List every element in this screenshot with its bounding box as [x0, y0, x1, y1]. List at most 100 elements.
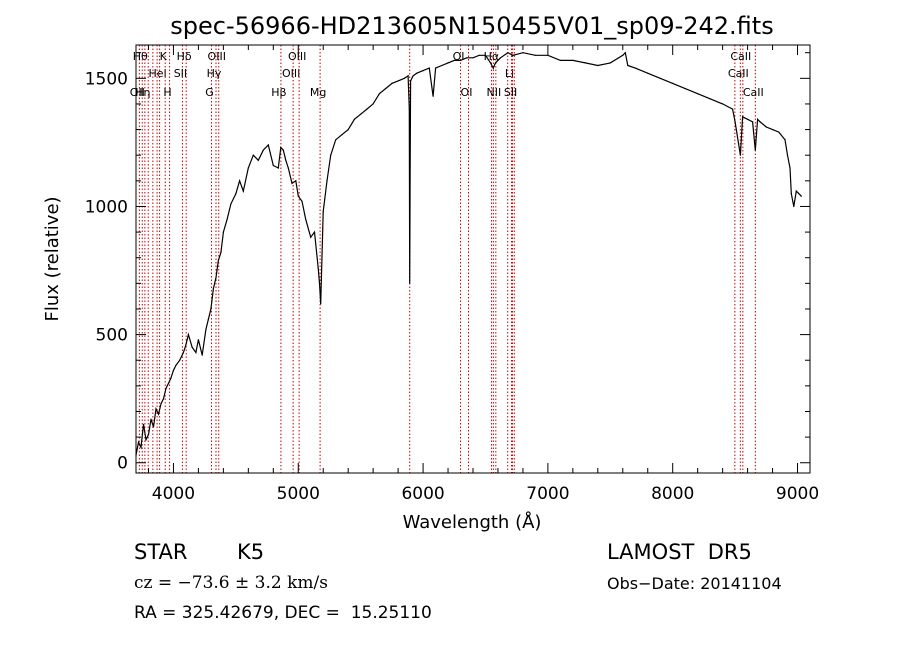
survey-name: LAMOST DR5	[607, 540, 752, 564]
data-point	[147, 434, 150, 436]
data-point	[207, 318, 209, 320]
data-point	[492, 67, 494, 69]
marker-label: OI	[461, 86, 473, 99]
marker-label: G	[205, 86, 214, 99]
data-point	[167, 382, 170, 384]
data-point	[317, 267, 319, 269]
data-point	[489, 62, 492, 64]
data-point	[137, 441, 140, 443]
data-point	[220, 252, 222, 254]
object-class: STAR	[134, 540, 188, 564]
data-point	[747, 118, 749, 120]
data-point	[210, 308, 212, 310]
data-point	[165, 387, 167, 389]
data-point	[793, 205, 795, 208]
data-point	[499, 57, 502, 59]
data-point	[397, 80, 399, 82]
data-point	[272, 164, 274, 167]
data-point	[786, 154, 789, 156]
data-point	[172, 369, 174, 372]
data-point	[280, 146, 282, 149]
data-point	[472, 57, 474, 59]
data-point	[152, 426, 155, 428]
marker-label: OIII	[282, 67, 300, 80]
data-point	[739, 154, 742, 156]
data-point	[301, 200, 303, 202]
data-point	[322, 211, 324, 213]
data-point	[752, 121, 754, 123]
marker-label: NII	[486, 86, 501, 99]
obs-date: Obs−Date: 20141104	[607, 574, 782, 593]
data-point	[790, 193, 792, 195]
data-point	[215, 277, 217, 279]
data-point	[185, 344, 187, 346]
data-point	[795, 190, 797, 192]
data-point	[798, 193, 800, 195]
x-tick-label: 7000	[526, 484, 569, 504]
data-point	[416, 72, 418, 74]
data-point	[484, 54, 487, 56]
data-point	[318, 282, 321, 284]
data-point	[330, 154, 332, 156]
data-point	[494, 62, 497, 64]
y-tick-label: 0	[117, 454, 128, 474]
series-group	[135, 51, 802, 456]
data-point	[282, 149, 284, 151]
data-point	[742, 116, 744, 118]
data-point	[182, 351, 184, 354]
data-point	[800, 195, 802, 197]
data-point	[672, 82, 674, 84]
marker-label: Hβ	[271, 86, 286, 99]
data-point	[412, 75, 414, 77]
data-point	[179, 359, 181, 361]
data-point	[353, 118, 355, 120]
marker-label: Hγ	[207, 67, 222, 80]
data-point	[410, 80, 412, 82]
data-point	[313, 231, 316, 233]
x-tick-label: 8000	[651, 484, 694, 504]
data-point	[428, 67, 430, 69]
data-point	[291, 182, 293, 184]
data-point	[722, 103, 724, 105]
data-point	[572, 59, 574, 62]
marker-label: SII	[174, 67, 187, 80]
data-point	[759, 121, 761, 123]
data-point	[647, 72, 649, 74]
marker-label: CaII	[730, 50, 751, 63]
data-point	[408, 108, 410, 110]
data-point	[257, 159, 259, 161]
data-point	[262, 149, 264, 151]
data-point	[242, 190, 244, 192]
data-point	[212, 287, 214, 290]
data-point	[407, 75, 409, 77]
data-point	[634, 67, 636, 69]
marker-label: OIII	[208, 50, 226, 63]
data-point	[217, 259, 219, 261]
data-point	[778, 131, 780, 133]
x-tick-label: 6000	[401, 484, 444, 504]
data-point	[522, 52, 524, 54]
data-point	[441, 64, 443, 67]
data-point	[175, 364, 177, 366]
data-point	[150, 418, 152, 420]
marker-label: HeI	[148, 67, 166, 80]
marker-label: CaII	[743, 86, 764, 99]
data-point	[187, 334, 189, 336]
chart-title: spec-56966-HD213605N150455V01_sp09-242.f…	[170, 12, 773, 40]
data-point	[162, 398, 165, 400]
data-point	[447, 62, 449, 64]
marker-label: OII	[130, 86, 145, 99]
data-point	[230, 203, 232, 205]
data-point	[140, 446, 142, 448]
data-point	[285, 159, 287, 161]
data-point	[772, 129, 774, 131]
data-point	[624, 52, 626, 54]
data-point	[347, 129, 349, 131]
data-point	[191, 346, 193, 348]
data-point	[435, 67, 437, 69]
y-tick-label: 500	[96, 326, 128, 346]
data-point	[155, 408, 157, 410]
y-tick-label: 1000	[85, 197, 128, 217]
data-point	[235, 193, 237, 195]
